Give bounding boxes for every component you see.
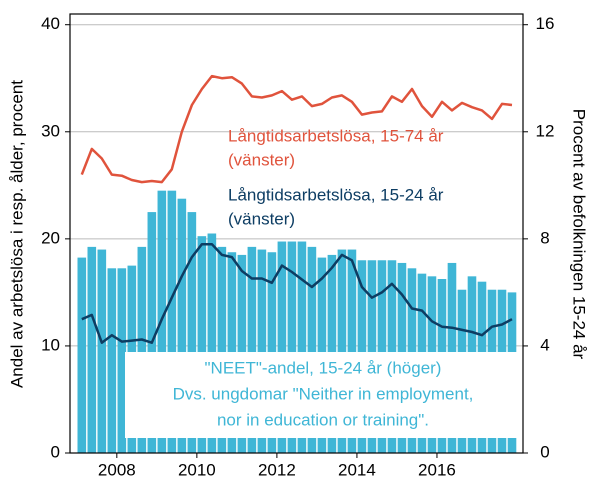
bar xyxy=(347,249,357,453)
bar xyxy=(257,249,267,453)
bar xyxy=(307,246,317,453)
bar xyxy=(287,241,297,453)
bar xyxy=(187,212,197,453)
bar xyxy=(167,190,177,454)
y2-axis-label: Procent av befolkningen 15-24 år xyxy=(570,109,589,360)
annotation: Dvs. ungdomar "Neither in employment, xyxy=(173,384,474,403)
bar xyxy=(137,246,147,453)
y-tick-label: 40 xyxy=(41,14,60,33)
bar xyxy=(297,241,307,453)
y2-tick-label: 12 xyxy=(536,121,555,140)
bar xyxy=(87,246,97,453)
x-tick-label: 2010 xyxy=(178,460,216,479)
bar xyxy=(77,257,87,453)
bar xyxy=(177,198,187,453)
bar xyxy=(217,246,227,453)
bar xyxy=(337,249,347,453)
bar xyxy=(117,268,127,453)
annotation: "NEET"-andel, 15-24 år (höger) xyxy=(205,358,442,377)
y-tick-label: 30 xyxy=(41,121,60,140)
bar xyxy=(197,236,207,453)
bar xyxy=(147,212,157,453)
bar xyxy=(277,241,287,453)
y2-tick-label: 0 xyxy=(540,442,549,461)
bar xyxy=(107,268,117,453)
frame xyxy=(69,13,524,454)
y2-tick-label: 4 xyxy=(540,335,549,354)
annotation: Långtidsarbetslösa, 15-74 år xyxy=(228,126,444,145)
annotation: nor in education or training". xyxy=(217,410,429,429)
legend-box xyxy=(125,352,520,438)
x-tick-label: 2016 xyxy=(418,460,456,479)
x-tick-label: 2014 xyxy=(338,460,376,479)
x-tick-label: 2012 xyxy=(258,460,296,479)
y-tick-label: 0 xyxy=(51,442,60,461)
bar xyxy=(207,233,217,453)
y-tick-label: 10 xyxy=(41,335,60,354)
y2-tick-label: 16 xyxy=(536,14,555,33)
x-tick-label: 2008 xyxy=(98,460,136,479)
bar xyxy=(97,249,107,453)
y-tick-label: 20 xyxy=(41,228,60,247)
line xyxy=(80,74,513,184)
y-axis-label: Andel av arbetslösa i resp. ålder, proce… xyxy=(7,80,26,388)
line xyxy=(81,242,513,344)
bar xyxy=(247,246,257,453)
annotation: (vänster) xyxy=(228,150,295,169)
annotation: (vänster) xyxy=(228,209,295,228)
annotation: Långtidsarbetslösa, 15-24 år xyxy=(228,185,444,204)
y2-tick-label: 8 xyxy=(540,228,549,247)
